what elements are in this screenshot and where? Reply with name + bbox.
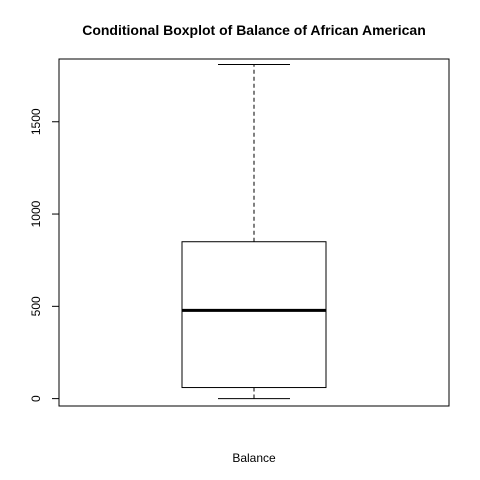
y-tick-label: 1000 <box>29 200 43 227</box>
y-axis: 0 500 1000 1500 <box>29 108 60 402</box>
box-group <box>181 64 327 400</box>
y-tick-label: 0 <box>29 395 43 402</box>
x-axis-label: Balance <box>232 451 276 465</box>
y-tick-label: 1500 <box>29 108 43 135</box>
y-tick-label: 500 <box>29 296 43 316</box>
chart-title: Conditional Boxplot of Balance of Africa… <box>82 22 426 38</box>
interquartile-box <box>181 241 327 389</box>
